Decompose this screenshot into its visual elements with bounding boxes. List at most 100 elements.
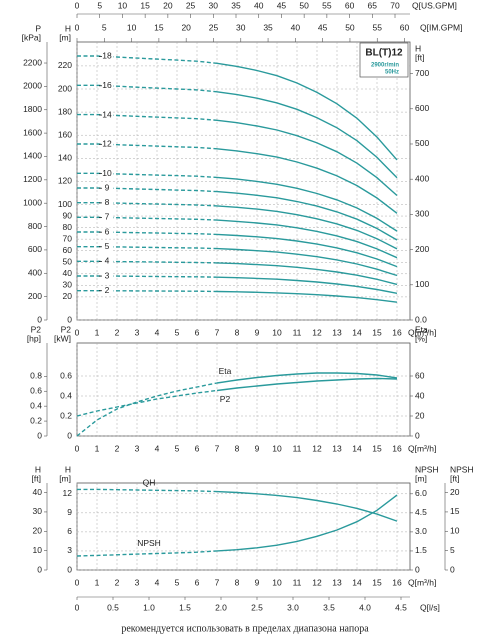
y2-tick-label: 4.5 bbox=[415, 507, 427, 517]
y-tick-label: 70 bbox=[63, 233, 73, 243]
label-bg bbox=[101, 51, 113, 61]
curve bbox=[77, 113, 218, 121]
tick-label: 500 bbox=[415, 138, 429, 148]
y-tick-label: 80 bbox=[63, 222, 73, 232]
tick-label: 600 bbox=[415, 103, 429, 113]
curve bbox=[216, 494, 398, 552]
x-tick-label: 0 bbox=[75, 577, 80, 587]
tick-label: 100 bbox=[415, 279, 429, 289]
tick-label: 0 bbox=[37, 430, 42, 440]
curve bbox=[77, 84, 218, 93]
y2-tick-label: 6.0 bbox=[415, 488, 427, 498]
tick-label: 5 bbox=[450, 545, 455, 555]
y-tick-label: 120 bbox=[58, 176, 72, 186]
y-axis-label: [kW] bbox=[54, 333, 71, 343]
tick-label: 400 bbox=[415, 173, 429, 183]
tick-label: 5 bbox=[102, 22, 107, 32]
x-tick-label: 1 bbox=[95, 577, 100, 587]
tick-label: 10 bbox=[118, 0, 128, 10]
y-tick-label: 160 bbox=[58, 129, 72, 139]
x-tick-label: 3 bbox=[135, 577, 140, 587]
y-tick-label: 40 bbox=[63, 268, 73, 278]
series-label: 7 bbox=[105, 212, 110, 222]
y-axis-label: [m] bbox=[59, 32, 71, 42]
y-axis-label: NPSH bbox=[415, 464, 439, 474]
y-tick-label: 180 bbox=[58, 106, 72, 116]
x-axis-label: Q[m³/h] bbox=[408, 443, 436, 453]
y-tick-label: 140 bbox=[58, 153, 72, 163]
tick-label: 2000 bbox=[23, 81, 42, 91]
tick-label: 20 bbox=[163, 0, 173, 10]
x-tick-label: 11 bbox=[293, 443, 302, 453]
label-bg bbox=[101, 139, 113, 149]
axis-label: Q[US.GPM] bbox=[412, 0, 457, 10]
x-tick-label: 7 bbox=[215, 577, 220, 587]
series-label: QH bbox=[143, 477, 156, 487]
x-tick-label: 10 bbox=[272, 577, 282, 587]
curve bbox=[77, 246, 218, 250]
x-tick-label: 12 bbox=[312, 327, 322, 337]
tick-label: 40 bbox=[291, 22, 301, 32]
y-axis-label: H bbox=[415, 43, 421, 53]
tick-label: 40 bbox=[254, 0, 264, 10]
y-axis-label: [kPa] bbox=[22, 32, 41, 42]
y-tick-label: 3 bbox=[67, 545, 72, 555]
y-axis-label: P2 bbox=[61, 324, 72, 334]
tick-label: 1.5 bbox=[179, 602, 191, 612]
curve bbox=[216, 372, 398, 384]
tick-label: 30 bbox=[33, 506, 43, 516]
label-bg bbox=[101, 169, 113, 179]
tick-label: 10 bbox=[33, 545, 43, 555]
y-axis-label: [%] bbox=[415, 333, 427, 343]
x-tick-label: 3 bbox=[135, 443, 140, 453]
series-label: 10 bbox=[102, 168, 112, 178]
x-tick-label: 5 bbox=[175, 577, 180, 587]
tick-label: 60 bbox=[400, 22, 410, 32]
tick-label: 3.0 bbox=[287, 602, 299, 612]
tick-label: 200 bbox=[28, 291, 42, 301]
speed-label: 2900r/min bbox=[371, 63, 399, 69]
x-tick-label: 9 bbox=[255, 443, 260, 453]
tick-label: 1200 bbox=[23, 174, 42, 184]
x-tick-label: 5 bbox=[175, 443, 180, 453]
legend-box bbox=[359, 42, 409, 78]
curve bbox=[77, 55, 218, 64]
curve bbox=[77, 488, 218, 493]
x-tick-label: 5 bbox=[175, 327, 180, 337]
x-tick-label: 15 bbox=[372, 577, 382, 587]
x-tick-label: 13 bbox=[332, 327, 342, 337]
x-tick-label: 2 bbox=[115, 443, 120, 453]
frequency-label: 50Hz bbox=[385, 70, 399, 76]
y-tick-label: 12 bbox=[63, 488, 73, 498]
y-tick-label: 90 bbox=[63, 210, 73, 220]
label-bg bbox=[101, 198, 113, 208]
curve bbox=[76, 389, 218, 417]
tick-label: 30 bbox=[236, 22, 246, 32]
tick-label: 0 bbox=[75, 602, 80, 612]
x-tick-label: 10 bbox=[272, 327, 282, 337]
y2-tick-label: 60 bbox=[415, 370, 425, 380]
tick-label: 1800 bbox=[23, 104, 42, 114]
y2-tick-label: 40 bbox=[415, 390, 425, 400]
y-tick-label: 60 bbox=[63, 245, 73, 255]
x-tick-label: 1 bbox=[95, 443, 100, 453]
label-bg bbox=[101, 110, 113, 120]
tick-label: 600 bbox=[28, 244, 42, 254]
curve bbox=[77, 231, 218, 236]
x-tick-label: 1 bbox=[95, 327, 100, 337]
label-bg bbox=[101, 242, 113, 252]
tick-label: 0 bbox=[37, 314, 42, 324]
tick-label: 10 bbox=[450, 526, 460, 536]
tick-label: 1.0 bbox=[143, 602, 155, 612]
x-tick-label: 4 bbox=[155, 577, 160, 587]
x-tick-label: 2 bbox=[115, 577, 120, 587]
tick-label: 15 bbox=[140, 0, 150, 10]
plot-frame bbox=[76, 41, 411, 321]
curve bbox=[76, 550, 218, 557]
curve bbox=[216, 262, 398, 286]
y-tick-label: 100 bbox=[58, 199, 72, 209]
plot-frame bbox=[76, 482, 411, 571]
x-tick-label: 13 bbox=[332, 443, 342, 453]
curve bbox=[77, 143, 218, 150]
